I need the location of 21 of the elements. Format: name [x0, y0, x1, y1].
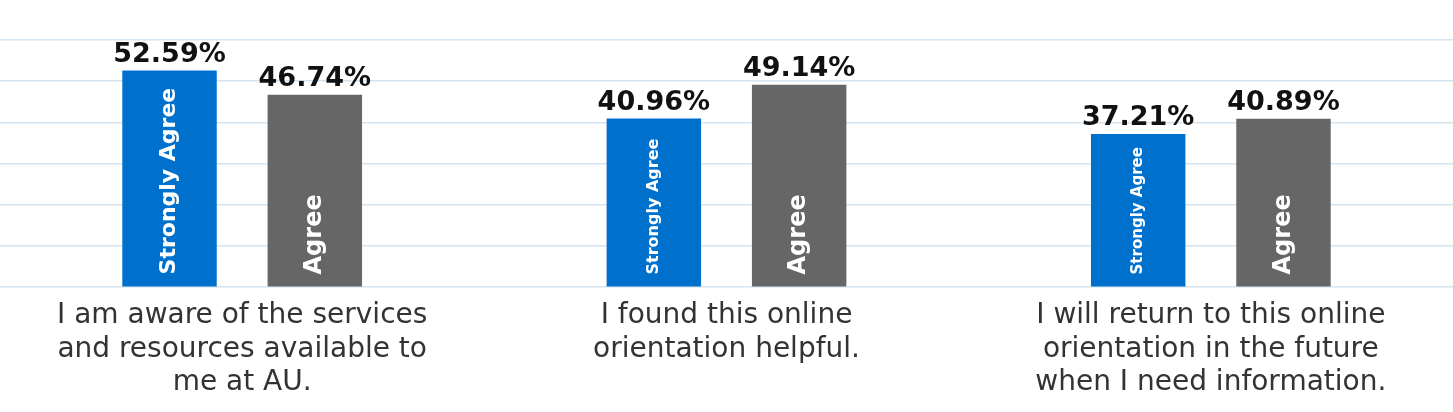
- text: Strongly Agree: [643, 138, 663, 275]
- bar: [122, 70, 217, 287]
- bar: [1236, 118, 1331, 287]
- x-tick-label: I am aware of the services and resources available to me at AU.: [56, 297, 428, 398]
- series-label: Strongly Agree: [155, 87, 181, 275]
- data-label: 40.89%: [1227, 85, 1340, 117]
- x-tick-label: I found this online orientation helpful.: [593, 297, 860, 364]
- bar: [1090, 133, 1186, 287]
- data-label: 49.14%: [742, 51, 856, 83]
- bar: [267, 94, 363, 287]
- data-label: 40.96%: [597, 84, 711, 116]
- series-label: Agree: [299, 194, 328, 275]
- text: Strongly Agree: [1128, 147, 1147, 275]
- bar: [751, 84, 847, 287]
- bar: [606, 118, 702, 287]
- x-tick-label: I will return to this online orientation in the future when I need information.: [1035, 297, 1387, 398]
- data-label: 37.21%: [1081, 100, 1195, 132]
- text: Agree: [783, 194, 812, 275]
- data-label: 46.74%: [258, 61, 372, 93]
- text: Agree: [1267, 194, 1296, 275]
- data-label: 52.59%: [113, 37, 226, 69]
